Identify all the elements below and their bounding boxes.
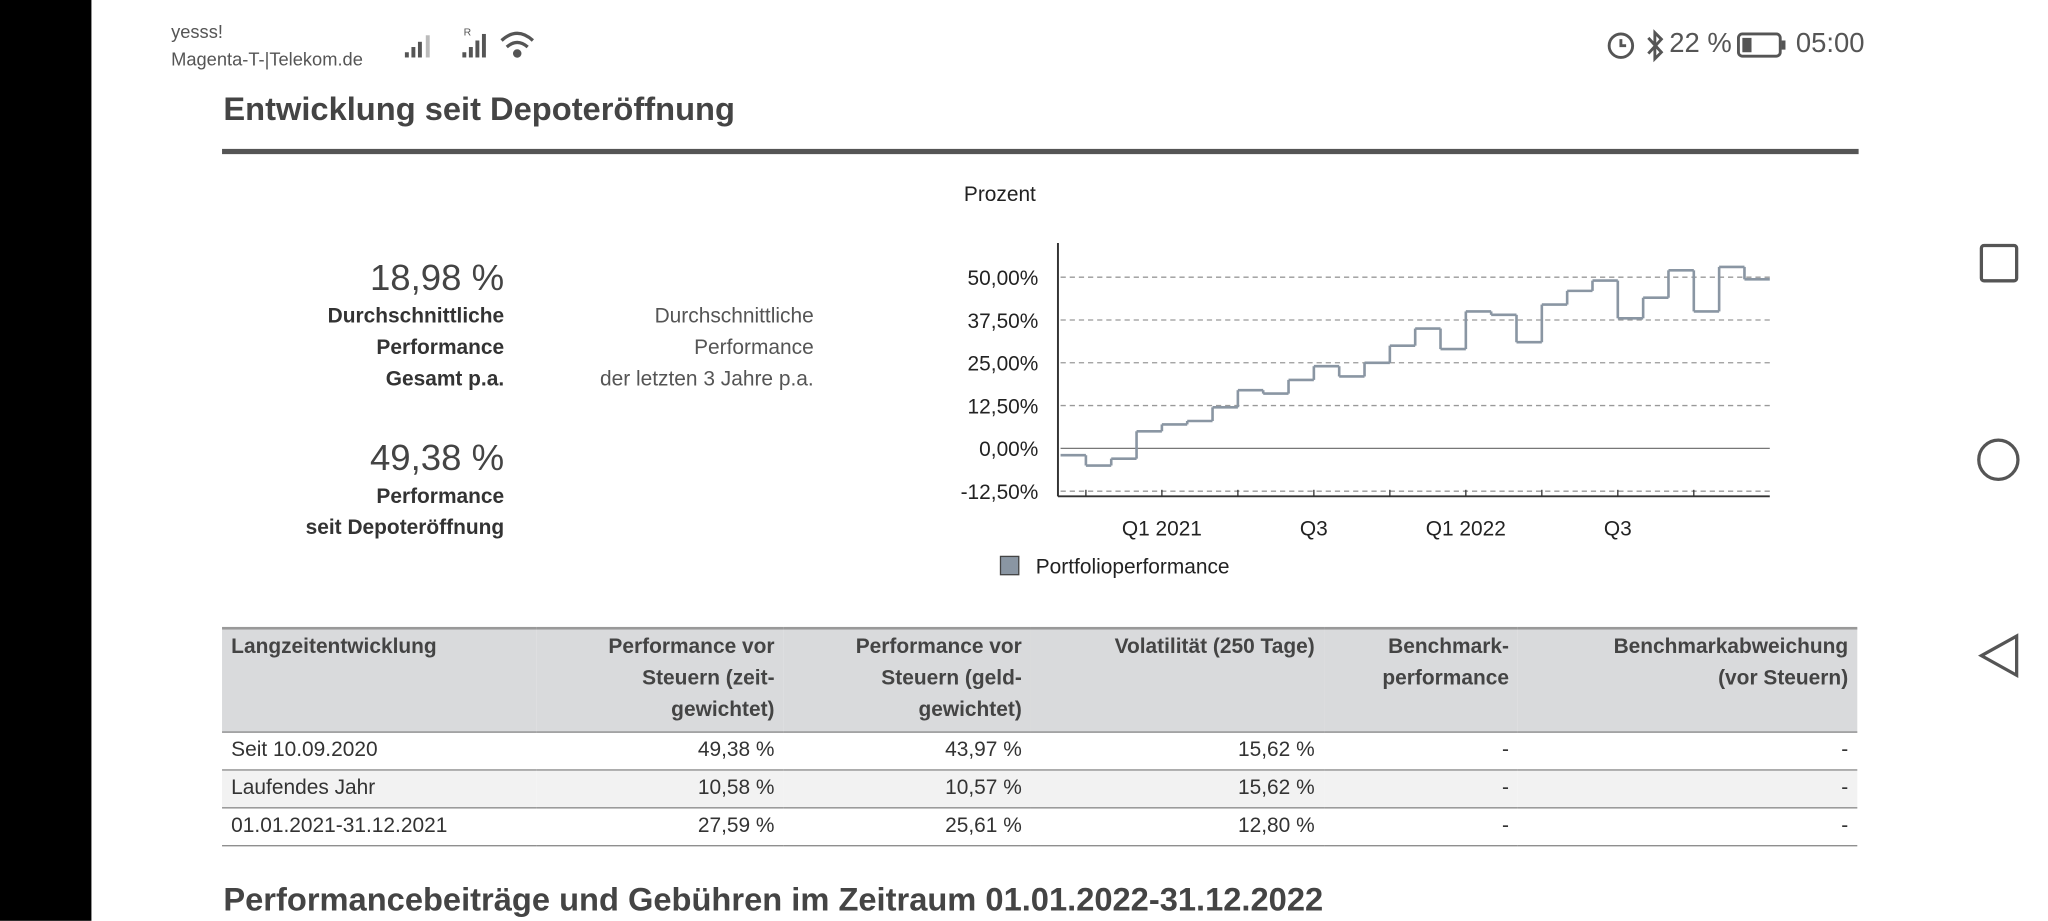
header-line: Steuern (zeit- bbox=[642, 667, 775, 690]
header-line: (vor Steuern) bbox=[1718, 667, 1849, 690]
header-line: gewichtet) bbox=[918, 698, 1022, 721]
header-cell: Benchmarkabweichung (vor Steuern) bbox=[1518, 626, 1858, 733]
cell: - bbox=[1323, 769, 1519, 809]
heading: Entwicklung seit Depoteröffnung bbox=[223, 91, 735, 128]
header-line: Langzeitentwicklung bbox=[231, 636, 437, 659]
stat-label-line: seit Depoteröffnung bbox=[305, 517, 505, 540]
stat-label-line: Performance bbox=[694, 336, 814, 360]
header-cell: Benchmark-performance bbox=[1323, 626, 1519, 733]
table-wrap: Langzeitentwicklung Performance vor Steuer… bbox=[222, 626, 1858, 847]
x-tick-label: Q1 2021 bbox=[1122, 518, 1202, 541]
header-cell: Langzeitentwicklung bbox=[222, 626, 537, 733]
cell: - bbox=[1323, 807, 1519, 847]
side-bar bbox=[0, 0, 92, 921]
y-tick-label: 50,00% bbox=[968, 267, 1039, 290]
header-line: Steuern (geld- bbox=[881, 667, 1022, 690]
cell: 27,59 % bbox=[536, 807, 784, 847]
legend-swatch bbox=[999, 555, 1020, 576]
y-tick-label: 25,00% bbox=[968, 353, 1039, 376]
clock: 05:00 bbox=[1795, 28, 1865, 59]
table-row: 01.01.2021-31.12.2021 27,59 % 25,61 % 12,80… bbox=[222, 807, 1858, 847]
performance-table: Langzeitentwicklung Performance vor Steuer… bbox=[222, 626, 1858, 847]
signal-icons bbox=[404, 33, 486, 58]
stat-label-line: Performance bbox=[376, 485, 505, 509]
y-tick-label: 37,50% bbox=[968, 310, 1039, 333]
y-tick-label: 12,50% bbox=[968, 395, 1039, 418]
cell: 12,80 % bbox=[1030, 807, 1324, 847]
header-line: Volatilität (250 Tage) bbox=[1114, 636, 1315, 659]
cell: 15,62 % bbox=[1030, 769, 1324, 809]
wifi-icon bbox=[500, 31, 534, 58]
table-row: Seit 10.09.2020 49,38 % 43,97 % 15,62 % - - bbox=[222, 732, 1858, 771]
status-icons bbox=[1607, 29, 1786, 63]
stat-label-line: Durchschnittliche bbox=[327, 305, 505, 328]
cell: 49,38 % bbox=[536, 732, 784, 771]
cell: 01.01.2021-31.12.2021 bbox=[222, 807, 537, 847]
stat-label: Durchschnittliche Performance der letzten … bbox=[600, 302, 814, 396]
y-tick-label: 0,00% bbox=[979, 438, 1038, 461]
cell: Laufendes Jahr bbox=[222, 769, 537, 809]
cell: - bbox=[1323, 732, 1519, 771]
heading-rule bbox=[222, 148, 1859, 155]
stat-label-line: Performance bbox=[376, 336, 505, 360]
section-heading: Performancebeiträge und Gebühren im Zeit… bbox=[223, 881, 1324, 919]
header-line: Performance vor bbox=[608, 636, 775, 659]
cell: 43,97 % bbox=[783, 732, 1031, 771]
nav-buttons bbox=[1977, 243, 2020, 679]
stat-label: Durchschnittliche Performance Gesamt p.a. bbox=[328, 302, 505, 396]
table-row: Laufendes Jahr 10,58 % 10,57 % 15,62 % - - bbox=[222, 769, 1858, 809]
cell: 10,58 % bbox=[536, 769, 784, 809]
battery-text: 22 % bbox=[1669, 28, 1732, 59]
cell: Seit 10.09.2020 bbox=[222, 732, 537, 771]
header-line: Benchmarkabweichung bbox=[1613, 636, 1849, 659]
header-cell: Performance vor Steuern (zeit-gewichtet) bbox=[536, 626, 784, 733]
x-tick-label: Q1 2022 bbox=[1426, 518, 1506, 541]
header-line: Benchmark- bbox=[1388, 636, 1509, 659]
operator: yesss! bbox=[171, 20, 223, 42]
stat-label-line: der letzten 3 Jahre p.a. bbox=[599, 368, 814, 391]
header-cell: Performance vor Steuern (geld-gewichtet) bbox=[783, 626, 1031, 733]
header-line: gewichtet) bbox=[671, 698, 775, 721]
cell: - bbox=[1518, 732, 1858, 771]
stat-label-line: Gesamt p.a. bbox=[385, 368, 505, 391]
roaming: R bbox=[463, 26, 472, 38]
network: Magenta-T-|Telekom.de bbox=[171, 48, 363, 70]
cell: - bbox=[1518, 769, 1858, 809]
stat-value: 49,38 % bbox=[369, 437, 505, 479]
y-axis-title: Prozent bbox=[964, 183, 1036, 206]
cell: - bbox=[1518, 807, 1858, 847]
cell: 15,62 % bbox=[1030, 732, 1324, 771]
header-line: performance bbox=[1382, 667, 1509, 690]
header-line: Performance vor bbox=[855, 636, 1022, 659]
cell: 10,57 % bbox=[783, 769, 1031, 809]
header-row: Langzeitentwicklung Performance vor Steuer… bbox=[222, 626, 1858, 733]
stat-label-line: Durchschnittliche bbox=[654, 305, 814, 328]
x-tick-label: Q3 bbox=[1604, 518, 1632, 541]
header-cell: Volatilität (250 Tage) bbox=[1030, 626, 1324, 733]
stat-label: Performance seit Depoteröffnung bbox=[306, 482, 505, 545]
stat-value: 18,98 % bbox=[369, 257, 505, 298]
legend-label: Portfolioperformance bbox=[1036, 555, 1230, 578]
cell: 25,61 % bbox=[783, 807, 1031, 847]
y-tick-label: -12,50% bbox=[961, 481, 1039, 504]
x-tick-label: Q3 bbox=[1300, 518, 1328, 541]
